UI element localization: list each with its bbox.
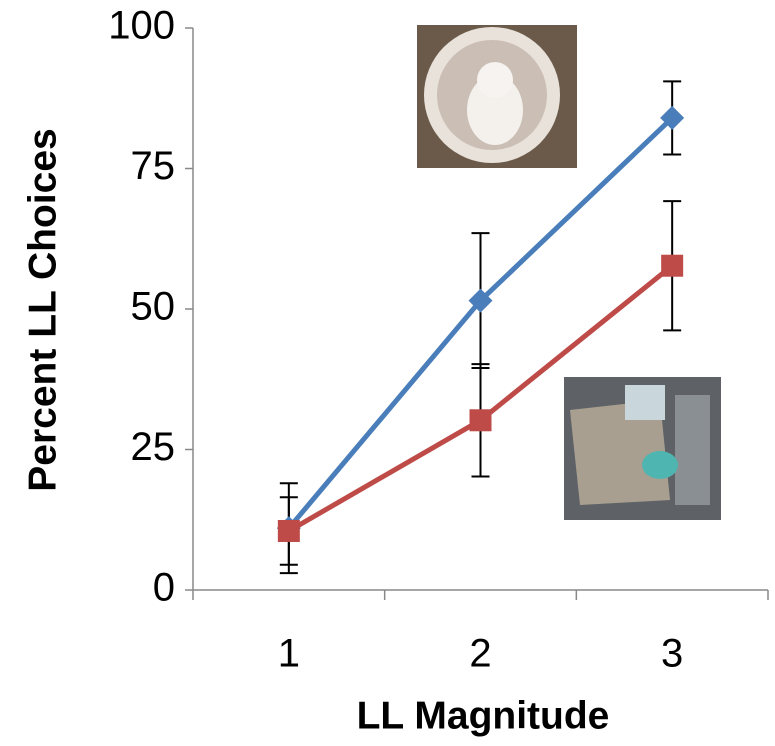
x-tick-label: 2 xyxy=(469,632,491,676)
y-tick-label: 25 xyxy=(131,425,176,469)
y-tick-label: 0 xyxy=(153,566,175,610)
marker xyxy=(278,520,300,542)
marker xyxy=(661,255,683,277)
x-tick-label: 3 xyxy=(661,632,683,676)
y-tick-label: 50 xyxy=(131,285,176,329)
y-axis-title: Percent LL Choices xyxy=(21,128,64,491)
x-axis-title: LL Magnitude xyxy=(357,694,610,737)
photo-rat xyxy=(417,25,577,168)
chart: LL Magnitude Percent LL Choices 0 25 50 75 1… xyxy=(0,0,775,746)
x-tick-label: 1 xyxy=(278,632,300,676)
y-tick-label: 75 xyxy=(131,144,176,188)
photo-apparatus xyxy=(564,377,721,520)
marker xyxy=(470,409,492,431)
y-tick-label: 100 xyxy=(108,4,175,48)
